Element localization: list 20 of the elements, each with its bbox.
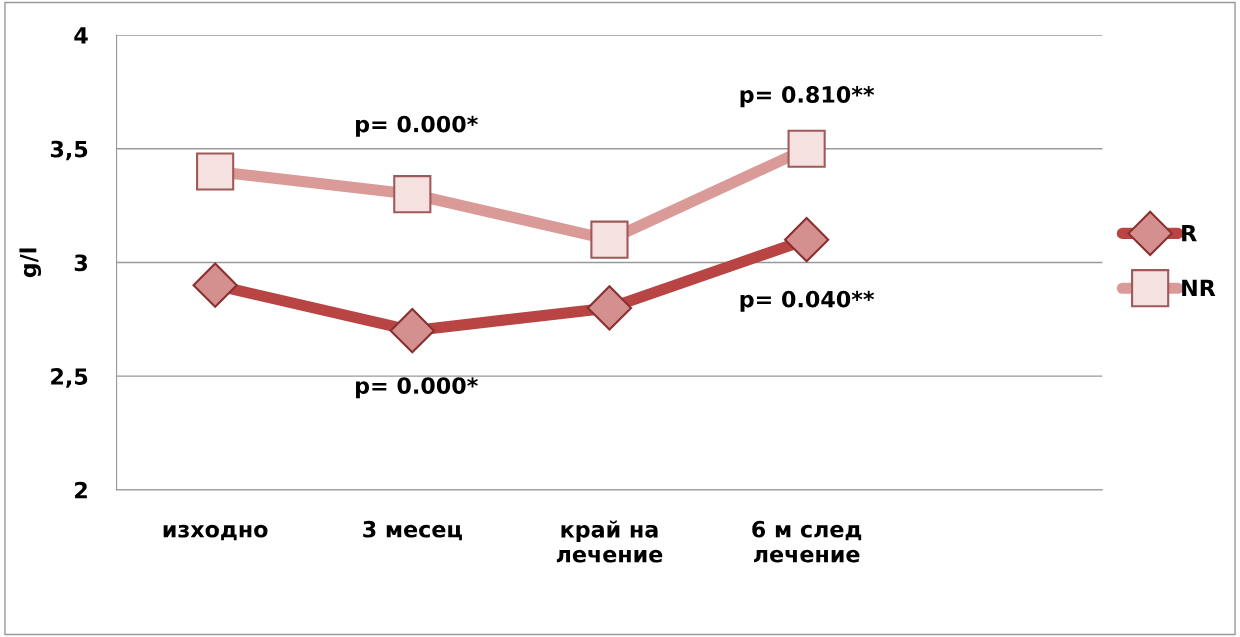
point xyxy=(586,285,633,331)
annotation: p= 0.000* xyxy=(356,377,478,399)
y-tick-label: 3,5 xyxy=(50,140,88,161)
y-tick-label: 2,5 xyxy=(51,368,88,388)
x-tick-label: 6 м след лечение xyxy=(752,520,862,563)
x-tick-label: 3 месец xyxy=(363,520,462,541)
y-tick-label: 2 xyxy=(75,481,87,499)
point xyxy=(783,217,830,263)
y-tick-label: 3 xyxy=(74,254,88,272)
point xyxy=(389,308,435,354)
annotation: p= 0.000* xyxy=(356,115,478,137)
annotation: p= 0.810** xyxy=(740,86,875,108)
annotation: p= 0.040** xyxy=(740,290,875,312)
legend-label: R xyxy=(1182,224,1197,242)
x-tick-label: край на лечение xyxy=(556,520,663,563)
legend-label: NR xyxy=(1182,279,1216,296)
x-tick-label: изходно xyxy=(163,524,268,541)
y-tick-label: 4 xyxy=(74,27,88,44)
point xyxy=(192,262,238,308)
y-axis-title: g/l xyxy=(19,248,42,278)
